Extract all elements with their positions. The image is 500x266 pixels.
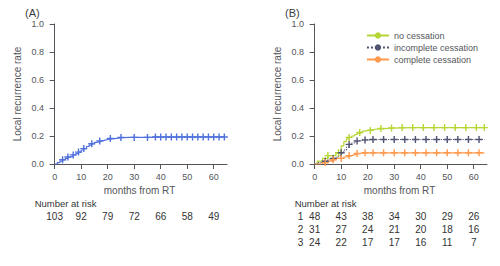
- svg-text:0.0: 0.0: [291, 159, 304, 169]
- svg-text:months from RT: months from RT: [364, 185, 436, 196]
- svg-text:27: 27: [336, 224, 348, 235]
- svg-text:18: 18: [442, 224, 454, 235]
- svg-text:0.8: 0.8: [31, 47, 44, 57]
- svg-text:16: 16: [415, 237, 427, 248]
- svg-text:0: 0: [52, 172, 57, 182]
- svg-text:24: 24: [362, 224, 374, 235]
- svg-text:31: 31: [309, 224, 321, 235]
- svg-text:0.2: 0.2: [291, 131, 304, 141]
- svg-text:Local recurrence rate: Local recurrence rate: [272, 46, 283, 141]
- svg-text:38: 38: [362, 211, 374, 222]
- svg-text:92: 92: [76, 211, 88, 222]
- svg-text:months from RT: months from RT: [104, 185, 176, 196]
- svg-text:79: 79: [102, 211, 114, 222]
- svg-text:0: 0: [312, 172, 317, 182]
- svg-text:0.0: 0.0: [31, 159, 44, 169]
- svg-text:Number at risk: Number at risk: [35, 198, 97, 209]
- svg-text:0.2: 0.2: [31, 131, 44, 141]
- svg-text:(A): (A): [25, 7, 40, 19]
- svg-text:24: 24: [309, 237, 321, 248]
- svg-text:no cessation: no cessation: [394, 31, 445, 41]
- svg-text:22: 22: [336, 237, 348, 248]
- svg-text:20: 20: [363, 172, 373, 182]
- svg-text:0.6: 0.6: [291, 75, 304, 85]
- svg-text:1.0: 1.0: [31, 19, 44, 29]
- svg-text:30: 30: [415, 211, 427, 222]
- svg-text:103: 103: [46, 211, 63, 222]
- svg-text:50: 50: [442, 172, 452, 182]
- svg-text:20: 20: [103, 172, 113, 182]
- svg-text:66: 66: [155, 211, 167, 222]
- svg-text:60: 60: [469, 172, 479, 182]
- svg-text:1: 1: [298, 211, 304, 222]
- svg-text:40: 40: [156, 172, 166, 182]
- svg-text:60: 60: [209, 172, 219, 182]
- svg-text:10: 10: [336, 172, 346, 182]
- svg-text:30: 30: [389, 172, 399, 182]
- svg-text:49: 49: [208, 211, 220, 222]
- svg-text:43: 43: [336, 211, 348, 222]
- svg-text:2: 2: [298, 224, 304, 235]
- svg-text:0.4: 0.4: [31, 103, 44, 113]
- svg-text:0.8: 0.8: [291, 47, 304, 57]
- svg-text:11: 11: [442, 237, 453, 248]
- svg-text:3: 3: [298, 237, 304, 248]
- svg-text:30: 30: [129, 172, 139, 182]
- svg-text:21: 21: [389, 224, 401, 235]
- svg-text:29: 29: [442, 211, 454, 222]
- svg-text:17: 17: [362, 237, 374, 248]
- svg-text:0.6: 0.6: [31, 75, 44, 85]
- svg-text:7: 7: [471, 237, 477, 248]
- svg-text:72: 72: [129, 211, 141, 222]
- svg-text:48: 48: [309, 211, 321, 222]
- svg-text:complete cessation: complete cessation: [394, 55, 471, 65]
- svg-text:1.0: 1.0: [291, 19, 304, 29]
- svg-text:58: 58: [182, 211, 194, 222]
- svg-text:incomplete cessation: incomplete cessation: [394, 43, 478, 53]
- svg-text:34: 34: [389, 211, 401, 222]
- svg-text:0.4: 0.4: [291, 103, 304, 113]
- svg-text:50: 50: [182, 172, 192, 182]
- svg-text:Local recurrence rate: Local recurrence rate: [12, 46, 23, 141]
- svg-text:Number at risk: Number at risk: [295, 198, 357, 209]
- svg-text:20: 20: [415, 224, 427, 235]
- svg-text:17: 17: [389, 237, 401, 248]
- svg-text:16: 16: [468, 224, 480, 235]
- svg-text:(B): (B): [285, 7, 300, 19]
- svg-text:10: 10: [76, 172, 86, 182]
- svg-text:40: 40: [416, 172, 426, 182]
- svg-text:26: 26: [468, 211, 480, 222]
